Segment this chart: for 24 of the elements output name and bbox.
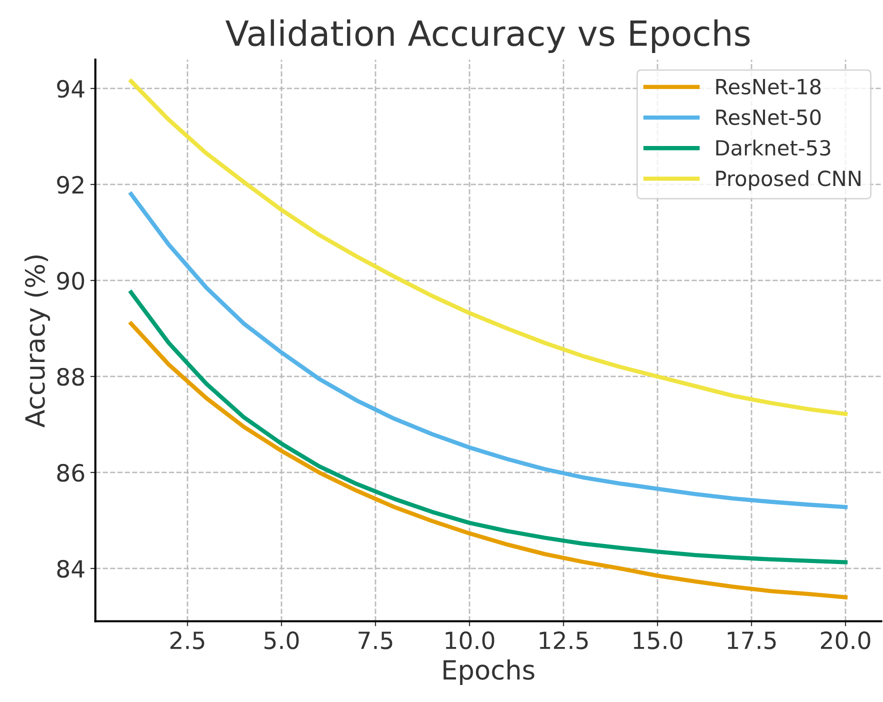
y-tick-label: 84: [57, 560, 84, 578]
legend-label: ResNet-50: [716, 109, 821, 126]
x-tick-label: 2.5: [170, 631, 204, 650]
legend-label: Proposed CNN: [716, 170, 860, 190]
y-tick-label: 94: [57, 80, 84, 98]
legend-label: Darknet-53: [716, 140, 830, 156]
y-tick-label: 88: [57, 368, 84, 386]
x-tick-label: 5.0: [264, 631, 299, 650]
x-tick-label: 7.5: [358, 632, 392, 650]
x-tick-label: 12.5: [540, 631, 588, 650]
y-tick-label: 92: [57, 176, 84, 194]
x-tick-label: 10.0: [446, 631, 494, 650]
x-axis-title: Epochs: [444, 659, 534, 685]
x-tick-label: 20.0: [820, 631, 870, 650]
y-axis-title: Accuracy (%): [24, 255, 50, 428]
chart-title: Validation Accuracy vs Epochs: [225, 19, 750, 53]
y-tick-label: 90: [57, 272, 84, 290]
y-tick-label: 86: [57, 464, 84, 482]
x-tick-label: 17.5: [728, 632, 776, 650]
x-tick-label: 15.0: [634, 631, 682, 650]
legend-label: ResNet-18: [716, 78, 821, 95]
line-series: [129, 192, 848, 510]
line-series: [129, 290, 848, 564]
line-series: [129, 322, 848, 600]
